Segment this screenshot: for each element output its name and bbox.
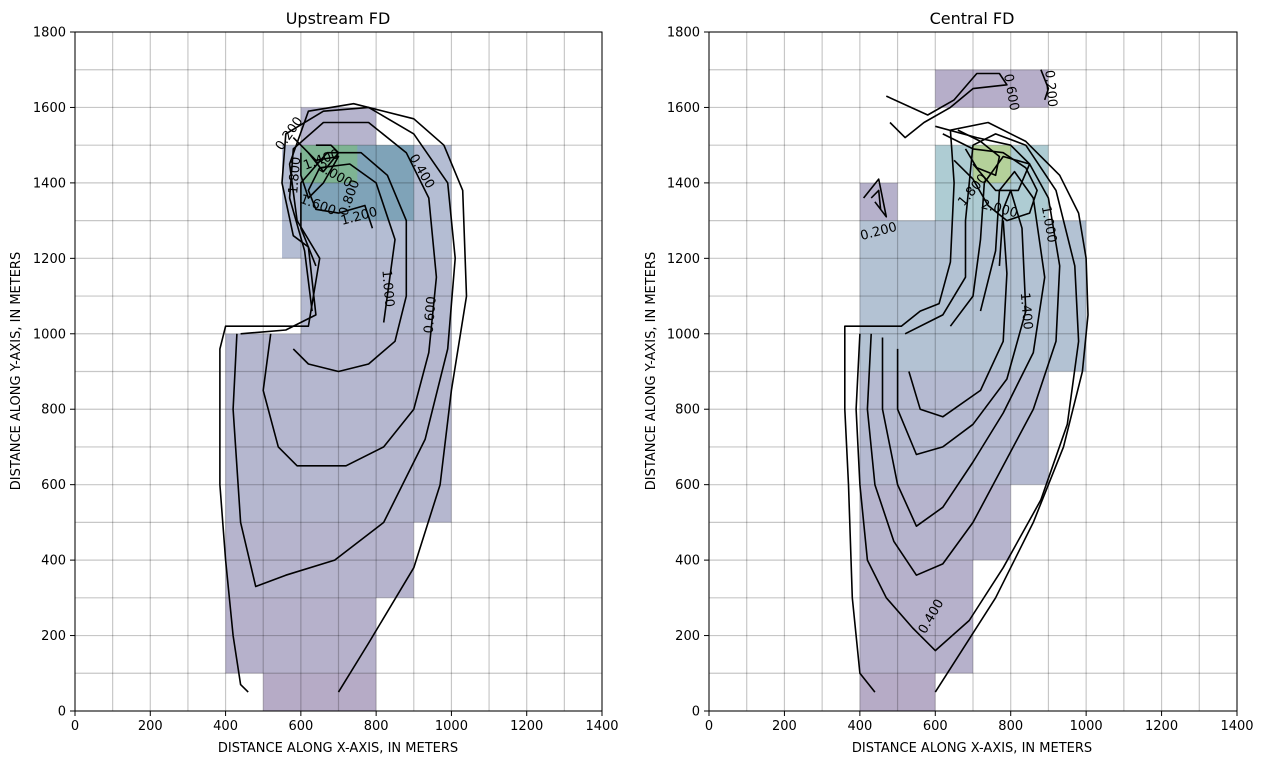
x-axis-label: DISTANCE ALONG X-AXIS, IN METERS [218,741,458,756]
y-tick-label: 1400 [667,176,700,191]
plot-frame [74,31,603,712]
x-axis-label: DISTANCE ALONG X-AXIS, IN METERS [852,741,1092,756]
contour-label: 1.400 [1017,292,1035,330]
x-tick-label: 1400 [1220,719,1253,734]
x-tick-label: 0 [705,719,713,734]
x-tick-label: 800 [998,719,1023,734]
contour-lines [219,102,468,693]
x-tick-label: 0 [71,719,79,734]
concentration-cell [300,107,377,146]
y-axis-label: DISTANCE ALONG Y-AXIS, IN METERS [9,252,24,490]
contour-line [935,125,1031,192]
y-tick-label: 1400 [33,176,66,191]
concentration-cell [935,69,1049,108]
x-tick-label: 200 [138,719,163,734]
x-tick-label: 800 [364,719,389,734]
y-tick-label: 800 [675,403,700,418]
contour-line [908,220,1008,418]
y-tick-label: 1600 [667,101,700,116]
contour-label: 1.000 [378,269,396,307]
grid [708,31,1238,712]
x-tick-label: 1200 [510,719,543,734]
y-tick-label: 400 [675,554,700,569]
y-tick-label: 800 [41,403,66,418]
contour-line [219,102,468,693]
contour-line [885,72,1008,139]
contour-line [292,137,340,199]
concentration-cell [859,371,1049,485]
contour-label: 0.200 [1041,69,1059,107]
concentration-cell [300,258,452,334]
contour-line [881,170,1046,528]
concentration-cell [263,673,377,711]
ticks: 0 200 400 600 800 1000 1200 1400 0 200 400 600 800 10… [33,26,619,735]
contour-label: 0.600 [1000,73,1021,112]
concentration-cell [859,673,936,711]
concentration-cell [225,597,377,674]
x-tick-label: 1400 [585,719,618,734]
contour-line [307,163,396,323]
contour-line [870,189,882,210]
y-tick-label: 1600 [33,101,66,116]
concentration-cell [225,333,452,523]
y-tick-label: 1000 [33,327,66,342]
y-tick-label: 400 [41,554,66,569]
contour-line [957,129,1001,177]
concentration-cells [859,69,1087,711]
contour-line [307,144,340,173]
contour-line [866,155,1061,577]
y-tick-label: 0 [692,705,700,720]
contour-line [1040,69,1050,101]
x-tick-label: 1200 [1145,719,1178,734]
contour-line [292,151,408,373]
y-axis-label: DISTANCE ALONG Y-AXIS, IN METERS [644,252,659,490]
chart-title: Upstream FD [286,9,391,28]
y-tick-label: 200 [41,629,66,644]
concentration-cell [859,182,898,221]
x-tick-label: 200 [772,719,797,734]
contour-label: 1.800 [286,156,304,194]
y-tick-label: 1800 [33,26,66,41]
contour-label: 0.600 [422,296,440,334]
contour-line [262,121,438,467]
x-tick-label: 600 [923,719,948,734]
x-tick-label: 400 [213,719,238,734]
x-tick-label: 600 [288,719,313,734]
y-tick-label: 600 [41,478,66,493]
x-tick-label: 400 [847,719,872,734]
chart-title: Central FD [930,9,1015,28]
concentration-cell [859,560,973,674]
contour-line [896,189,1027,456]
contour-line [942,133,1038,222]
central-fd-panel: Central FD DISTANCE ALONG X-AXIS, IN MET… [644,9,1254,756]
ticks: 0 200 400 600 800 1000 1200 1400 0 200 400 600 800 10… [667,26,1254,735]
concentration-cell [282,145,452,259]
plot-frame [708,31,1238,712]
y-tick-label: 1800 [667,26,700,41]
y-tick-label: 0 [58,705,66,720]
y-tick-label: 1200 [667,252,700,267]
x-tick-label: 1000 [1070,719,1103,734]
contour-label: 1.000 [1038,205,1059,244]
contour-line [232,106,457,588]
contour-lines [843,69,1089,693]
y-tick-label: 600 [675,478,700,493]
y-tick-label: 1200 [33,252,66,267]
contour-line [855,133,1080,652]
y-tick-label: 200 [675,629,700,644]
y-tick-label: 1000 [667,327,700,342]
upstream-fd-panel: Upstream FD DISTANCE ALONG X-AXIS, IN ME… [9,9,619,756]
x-tick-label: 1000 [435,719,468,734]
